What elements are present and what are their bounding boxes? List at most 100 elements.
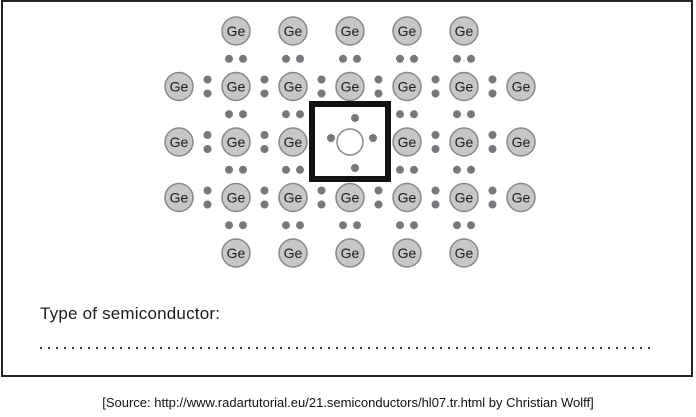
ge-atom: Ge [278,16,308,46]
electron-pair-dot [431,75,440,84]
electron-pair-dot [239,110,247,119]
ge-atom-circle [164,182,194,213]
electron-pair-dot [410,221,418,230]
ge-atom-label: Ge [227,245,246,261]
ge-atom-label: Ge [170,134,189,150]
electron-pair-dot [374,186,383,195]
ge-atom: Ge [164,182,194,213]
ge-atom-label: Ge [512,134,531,150]
electron-pair-dot [410,54,418,63]
electron-pair-dot [353,54,361,63]
ge-atom-circle [335,238,365,268]
ge-atom-circle [278,71,308,102]
ge-atom-label: Ge [284,79,303,95]
ge-atom: Ge [506,71,536,102]
ge-atom-circle [335,182,365,213]
ge-atom-circle [506,71,536,102]
ge-atom: Ge [278,71,308,102]
electron-pair-dot [296,165,304,174]
ge-atom: Ge [392,127,422,157]
ge-atom-circle [221,127,251,157]
ge-atom: Ge [221,16,251,46]
electron-pair-dot [467,221,475,230]
electron-pair-dot [396,165,404,174]
unpaired-electron-dot [351,164,359,172]
electron-pair-dot [260,131,269,139]
electron-pair-dot [203,200,212,209]
answer-dotted-line [40,347,654,349]
electron-pair-dot [396,54,404,63]
ge-atom-label: Ge [455,190,474,206]
ge-atom-circle [449,238,479,268]
ge-atom-circle [506,127,536,157]
ge-atom: Ge [449,71,479,102]
ge-atom-label: Ge [455,245,474,261]
electron-pair-dot [317,186,326,195]
electron-pair-dot [467,165,475,174]
ge-atom: Ge [221,127,251,157]
ge-atom-circle [164,71,194,102]
electron-pair-dot [239,54,247,63]
electron-pair-dot [260,186,269,195]
electron-pair-dot [203,131,212,139]
ge-atom-label: Ge [227,79,246,95]
electron-pair-dot [410,110,418,119]
ge-atom-label: Ge [284,245,303,261]
ge-atom-label: Ge [227,23,246,39]
electron-pair-dot [488,186,497,195]
question-label: Type of semiconductor: [40,304,221,323]
electron-pair-dot [374,200,383,209]
ge-atom-circle [506,182,536,213]
electron-pair-dot [431,145,440,153]
electron-pair-dot [225,221,233,230]
ge-atom-circle [392,182,422,213]
ge-atom-label: Ge [227,134,246,150]
ge-atom-circle [392,238,422,268]
ge-atom: Ge [278,127,308,157]
electron-pair-dot [396,221,404,230]
ge-atom-label: Ge [284,190,303,206]
ge-atom-label: Ge [398,245,417,261]
ge-atom-circle [278,238,308,268]
ge-atom-label: Ge [398,23,417,39]
source-attribution: [Source: http://www.radartutorial.eu/21.… [102,395,594,410]
ge-atom-label: Ge [284,23,303,39]
electron-pair-dot [282,110,290,119]
ge-atom-circle [335,71,365,102]
electron-pair-dot [410,165,418,174]
ge-atom: Ge [221,238,251,268]
ge-atom-label: Ge [512,79,531,95]
ge-atom-circle [221,238,251,268]
electron-pair-dot [431,186,440,195]
hole-circle [336,128,364,156]
electron-pair-dot [239,221,247,230]
electron-pair-dot [225,110,233,119]
ge-atom-circle [278,182,308,213]
ge-atom: Ge [392,238,422,268]
ge-atom-circle [221,71,251,102]
electron-pair-dot [225,54,233,63]
ge-atom: Ge [278,182,308,213]
ge-atom-circle [449,71,479,102]
electron-pair-dot [203,145,212,153]
electron-pair-dot [453,221,461,230]
unpaired-electron-dot [327,134,335,142]
ge-atom: Ge [335,71,365,102]
ge-atom: Ge [335,16,365,46]
ge-atom: Ge [392,71,422,102]
ge-atom-circle [335,16,365,46]
ge-atom-circle [449,182,479,213]
ge-atom-circle [392,16,422,46]
ge-atom: Ge [278,238,308,268]
ge-atom-label: Ge [455,134,474,150]
ge-atom-label: Ge [227,190,246,206]
ge-atom-circle [221,16,251,46]
electron-pair-dot [239,165,247,174]
electron-pair-dot [296,54,304,63]
electron-pair-dot [396,110,404,119]
electron-pair-dot [488,200,497,209]
ge-atom: Ge [506,182,536,213]
electron-pair-dot [282,165,290,174]
electron-pair-dot [488,89,497,98]
electron-pair-dot [282,221,290,230]
